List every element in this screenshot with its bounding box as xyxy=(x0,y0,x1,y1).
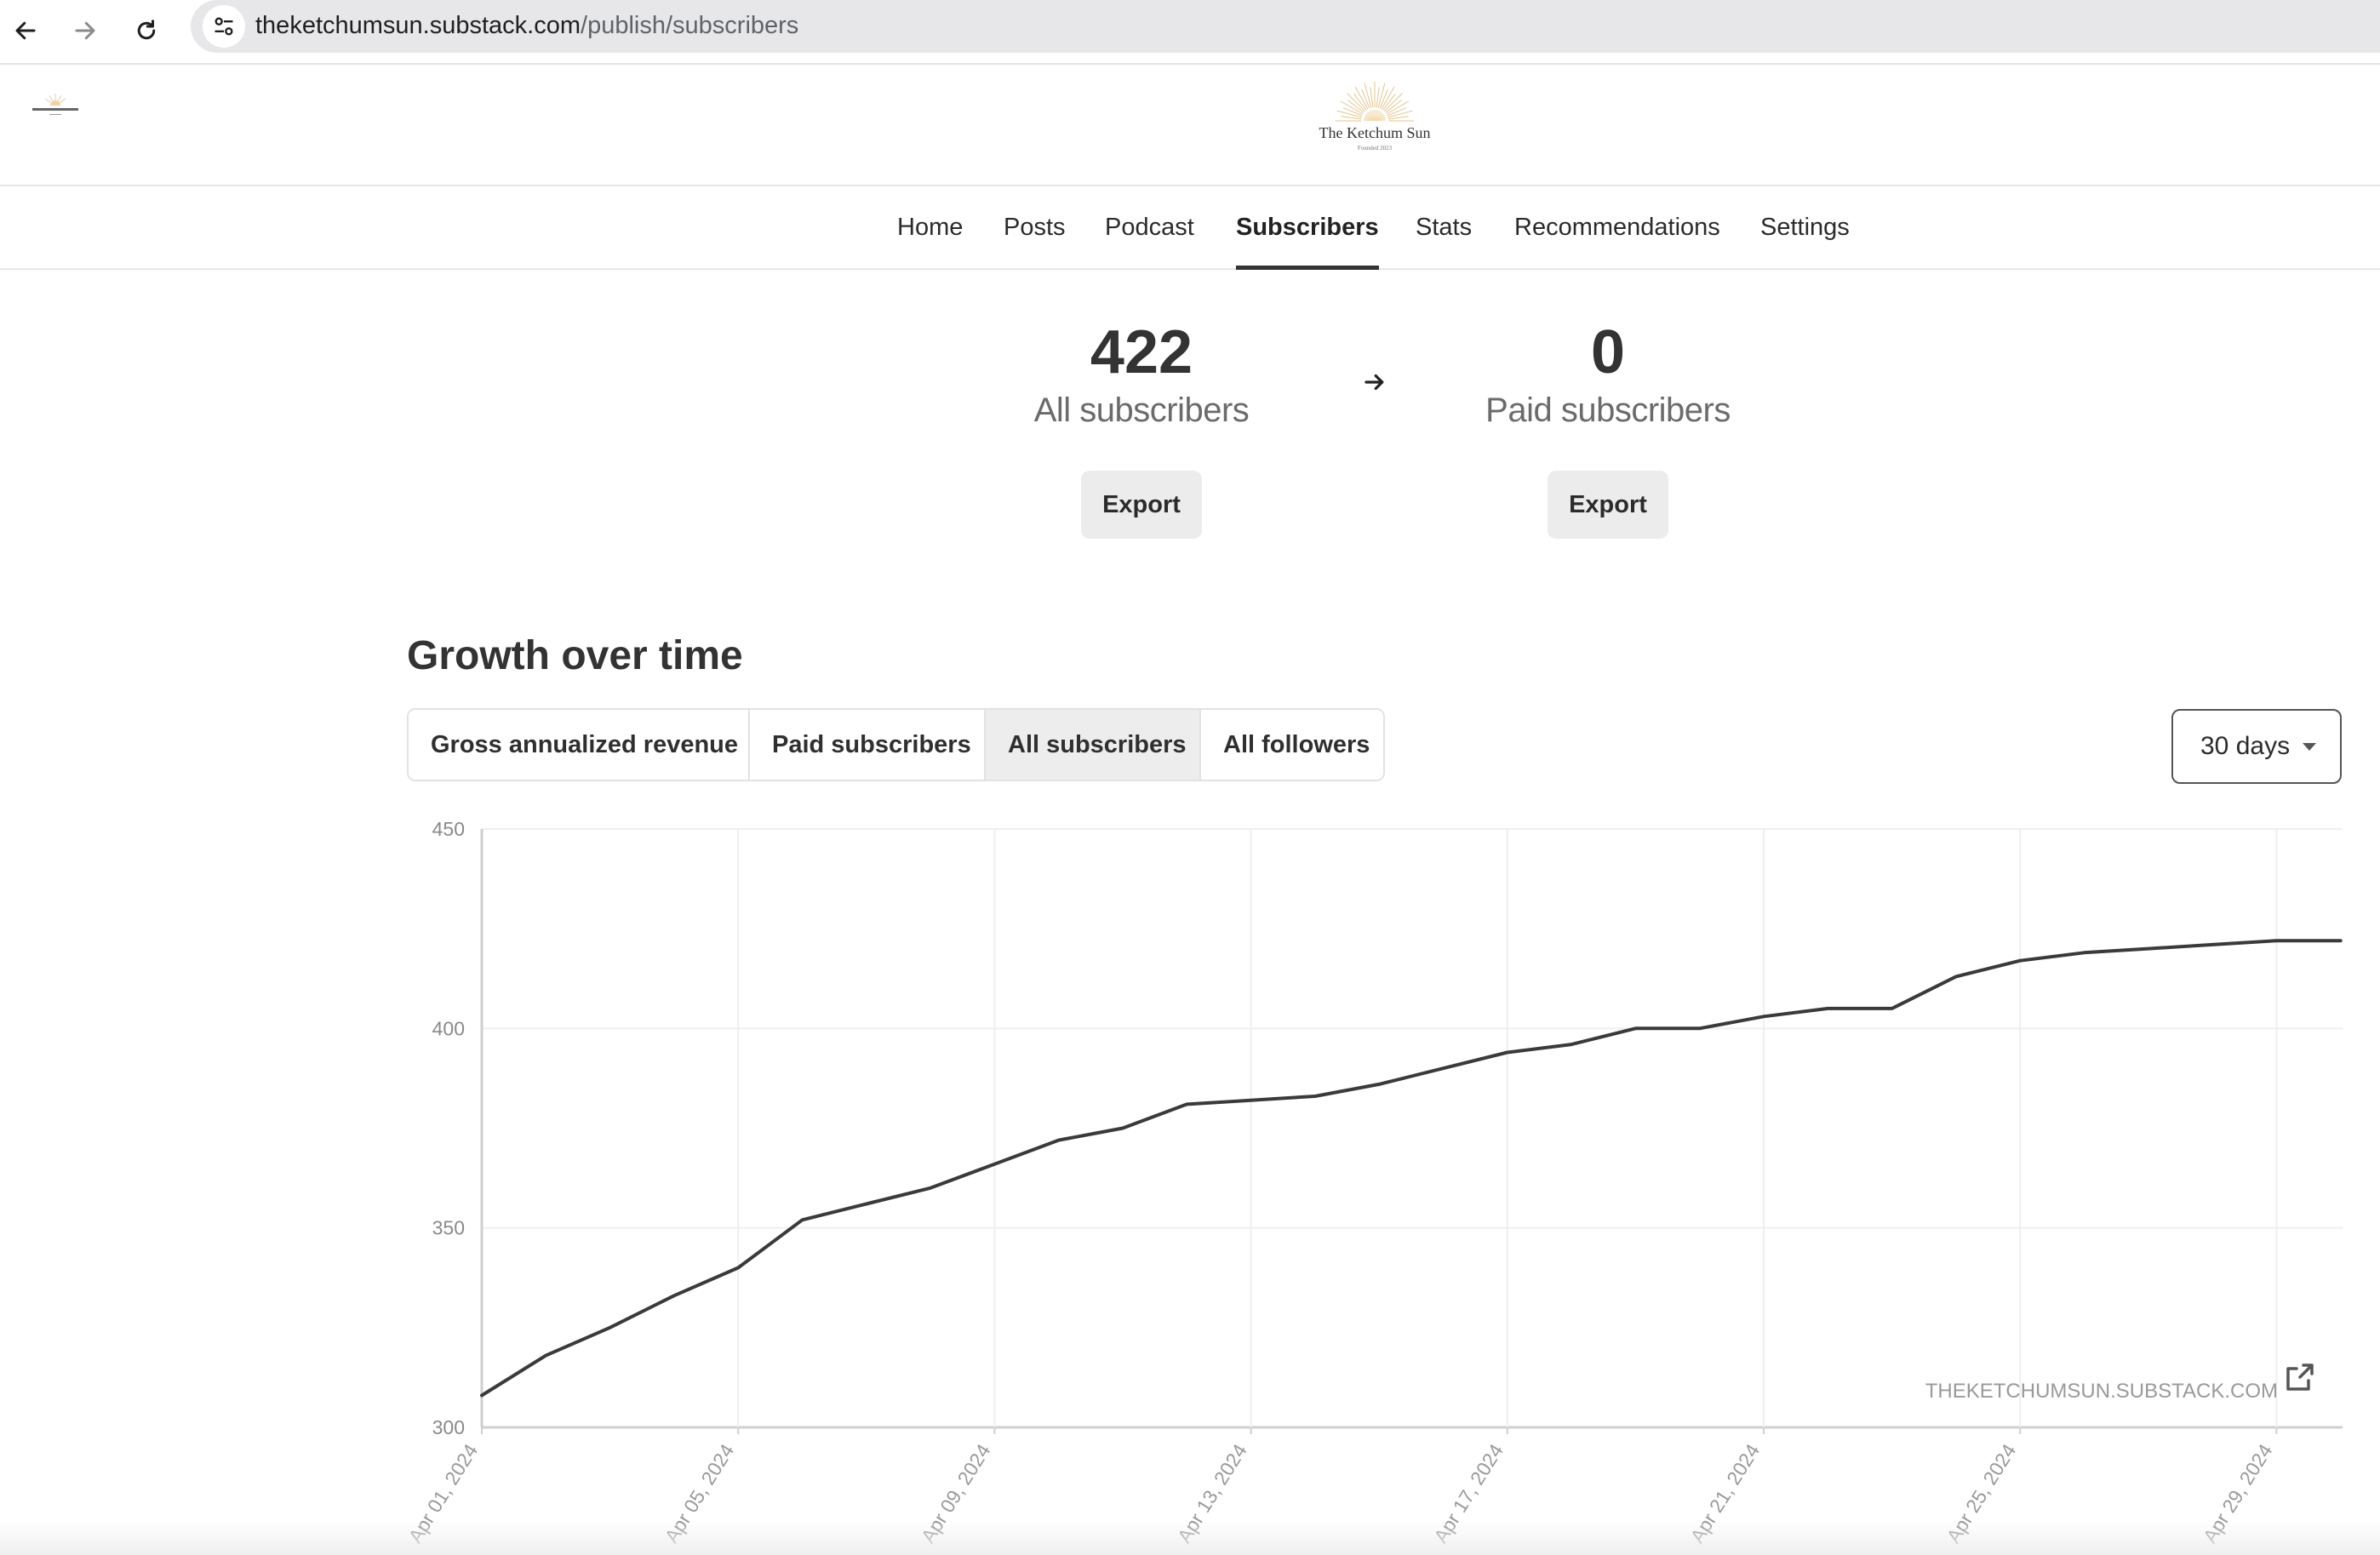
publication-logo[interactable]: The Ketchum Sun Founded 2023 xyxy=(1311,77,1439,170)
all-subscribers-series xyxy=(480,939,2343,1398)
external-link-icon xyxy=(2286,1363,2314,1391)
time-range-dropdown[interactable]: 30 days xyxy=(2171,709,2342,784)
sun-logo-icon xyxy=(1336,82,1414,122)
tune-icon xyxy=(215,17,233,36)
all-subscribers-count: 422 xyxy=(1090,318,1193,386)
publication-header: The Ketchum Sun Founded 2023 xyxy=(0,65,2380,186)
export-all-subscribers-button[interactable]: Export xyxy=(1081,471,1202,539)
back-arrow-icon xyxy=(15,21,36,40)
tab-all-subscribers[interactable]: All subscribers xyxy=(986,710,1201,780)
nav-subscribers[interactable]: Subscribers xyxy=(1236,214,1379,270)
publication-name: The Ketchum Sun xyxy=(1319,124,1431,141)
paid-subscribers-count: 0 xyxy=(1590,318,1626,386)
y-tick-label: 400 xyxy=(432,1017,465,1039)
paid-subscribers-label: Paid subscribers xyxy=(1485,392,1731,429)
reload-button[interactable] xyxy=(121,5,172,56)
chart-watermark: THEKETCHUMSUN.SUBSTACK.COM xyxy=(1925,1380,2278,1403)
all-subscribers-stat: 422 All subscribers xyxy=(988,317,1295,432)
nav-posts[interactable]: Posts xyxy=(1004,214,1066,241)
chart-grid xyxy=(480,828,2343,1429)
nav-settings[interactable]: Settings xyxy=(1760,214,1850,241)
tab-paid-subscribers[interactable]: Paid subscribers xyxy=(750,710,986,780)
nav-stats[interactable]: Stats xyxy=(1416,214,1473,241)
nav-recommendations[interactable]: Recommendations xyxy=(1514,214,1720,241)
all-subscribers-label: All subscribers xyxy=(1033,392,1250,429)
url-path: /publish/subscribers xyxy=(581,12,799,39)
export-paid-subscribers-button[interactable]: Export xyxy=(1548,471,1668,539)
y-tick-label: 450 xyxy=(432,818,465,840)
arrow-right-icon xyxy=(1364,374,1384,391)
growth-section-title: Growth over time xyxy=(407,633,743,678)
y-axis: 300 350 400 450 xyxy=(432,818,465,1438)
site-settings-button[interactable] xyxy=(203,5,245,48)
dashboard-nav: Home Posts Podcast Subscribers Stats Rec… xyxy=(0,186,2380,270)
y-tick-label: 300 xyxy=(432,1416,465,1438)
reload-icon xyxy=(137,20,156,40)
nav-home[interactable]: Home xyxy=(897,214,964,241)
paid-subscribers-stat: 0 Paid subscribers xyxy=(1455,317,1761,432)
sun-logo-icon xyxy=(32,94,78,115)
y-tick-label: 350 xyxy=(432,1217,465,1239)
page-bottom-edge xyxy=(0,1521,2380,1555)
forward-button[interactable] xyxy=(60,5,111,56)
address-bar[interactable]: theketchumsun.substack.com/publish/subsc… xyxy=(191,0,2380,53)
tab-gross-annualized-revenue[interactable]: Gross annualized revenue xyxy=(409,710,750,780)
publication-tagline: Founded 2023 xyxy=(1357,145,1393,151)
browser-toolbar: theketchumsun.substack.com/publish/subsc… xyxy=(0,0,2380,65)
time-range-value: 30 days xyxy=(2200,732,2291,760)
publication-logo-small[interactable] xyxy=(29,92,82,126)
url-text: theketchumsun.substack.com/publish/subsc… xyxy=(255,9,798,43)
back-button[interactable] xyxy=(0,5,51,56)
tab-all-followers[interactable]: All followers xyxy=(1201,710,1383,780)
caret-down-icon xyxy=(2303,743,2316,751)
forward-arrow-icon xyxy=(75,21,95,40)
nav-podcast[interactable]: Podcast xyxy=(1105,214,1194,241)
url-host: theketchumsun.substack.com xyxy=(255,12,581,39)
growth-metric-tabs: Gross annualized revenue Paid subscriber… xyxy=(407,708,1385,781)
